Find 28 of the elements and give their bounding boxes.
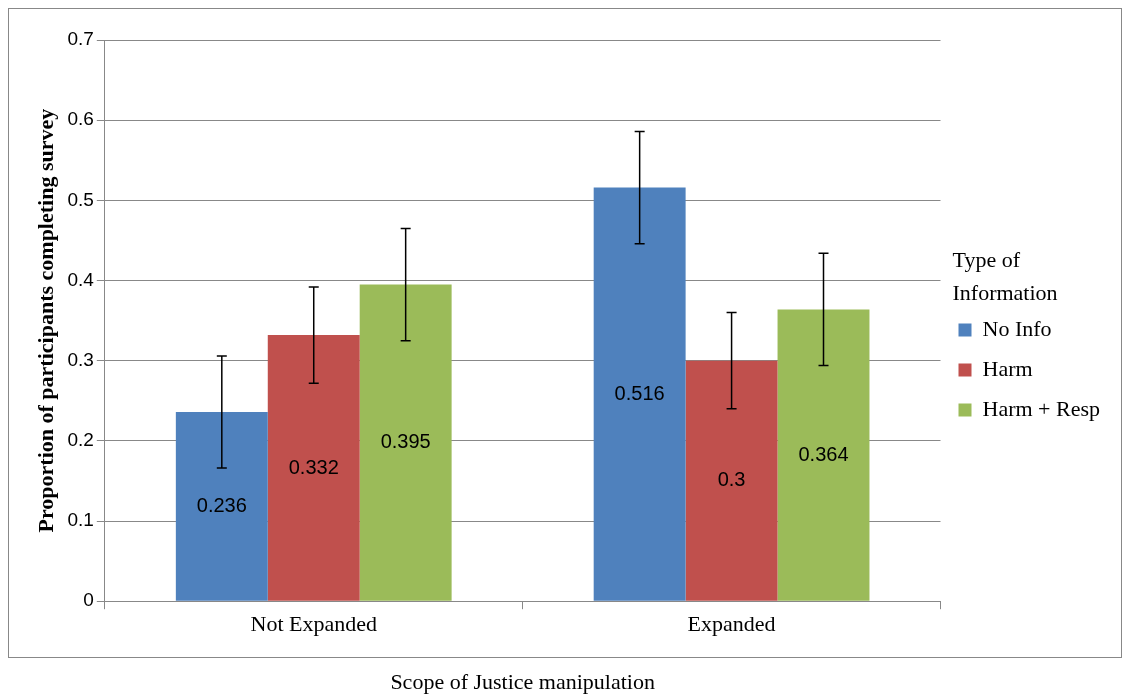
y-axis-title: Proportion of participants completing survey — [32, 108, 58, 533]
bar — [777, 309, 870, 601]
x-tick-label: Not Expanded — [250, 611, 377, 637]
data-label: 0.3 — [717, 468, 746, 491]
legend-title: Type of Information — [952, 246, 1059, 307]
y-tick-label: 0.6 — [67, 108, 94, 130]
legend-label: Harm + Resp — [982, 395, 1100, 421]
data-label: 0.236 — [196, 494, 247, 517]
y-tick-label: 0.2 — [67, 429, 94, 451]
bar — [267, 335, 360, 601]
bar — [359, 284, 452, 601]
legend-label: No Info — [982, 315, 1052, 341]
bar — [593, 187, 686, 601]
y-tick-label: 0.3 — [67, 348, 94, 370]
y-tick-label: 0.1 — [67, 509, 94, 531]
y-tick-label: 0.5 — [67, 188, 94, 210]
data-label: 0.332 — [288, 455, 339, 478]
data-label: 0.364 — [798, 442, 849, 465]
bar — [685, 360, 778, 601]
y-tick-label: 0.7 — [67, 28, 94, 50]
legend-label: Harm — [982, 355, 1033, 381]
bar — [175, 412, 268, 601]
y-tick-label: 0 — [83, 589, 94, 611]
data-label: 0.395 — [380, 430, 431, 453]
x-tick-label: Expanded — [687, 611, 776, 637]
y-tick-label: 0.4 — [67, 268, 95, 290]
data-label: 0.516 — [614, 381, 665, 404]
x-axis-title: Scope of Justice manipulation — [390, 668, 655, 694]
